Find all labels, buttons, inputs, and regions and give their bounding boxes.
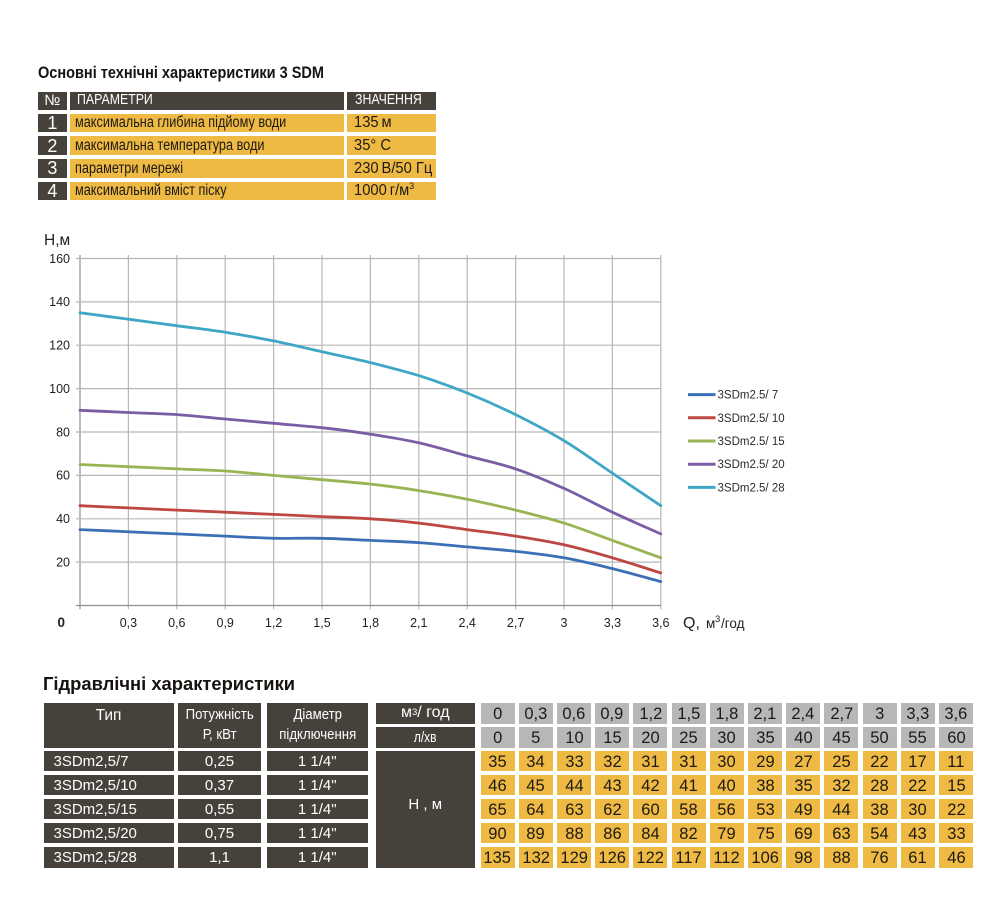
svg-text:/год: /год: [721, 616, 745, 631]
svg-text:3SDm2.5/ 10: 3SDm2.5/ 10: [718, 413, 785, 425]
svg-text:2,7: 2,7: [507, 616, 524, 630]
svg-text:1,2: 1,2: [265, 616, 282, 630]
svg-text:1,5: 1,5: [313, 616, 330, 630]
svg-text:40: 40: [56, 512, 70, 526]
svg-text:2,1: 2,1: [410, 616, 427, 630]
svg-text:100: 100: [49, 382, 70, 396]
svg-text:Q,: Q,: [683, 615, 700, 632]
svg-text:80: 80: [56, 425, 70, 439]
svg-text:20: 20: [56, 555, 70, 569]
svg-text:м: м: [706, 616, 715, 631]
svg-text:3SDm2.5/ 15: 3SDm2.5/ 15: [718, 436, 785, 448]
svg-text:120: 120: [49, 339, 70, 353]
svg-text:Н,м: Н,м: [44, 232, 70, 249]
svg-text:3,6: 3,6: [652, 616, 669, 630]
svg-text:140: 140: [49, 295, 70, 309]
svg-text:0,3: 0,3: [120, 616, 137, 630]
svg-text:0,9: 0,9: [217, 616, 234, 630]
svg-text:0,6: 0,6: [168, 616, 185, 630]
svg-text:0: 0: [57, 615, 65, 630]
svg-text:3: 3: [561, 616, 568, 630]
svg-text:3SDm2.5/ 28: 3SDm2.5/ 28: [718, 482, 785, 494]
svg-text:2,4: 2,4: [459, 616, 476, 630]
svg-text:3: 3: [715, 614, 720, 625]
svg-text:160: 160: [49, 252, 70, 266]
svg-text:60: 60: [56, 469, 70, 483]
svg-text:3SDm2.5/ 20: 3SDm2.5/ 20: [718, 459, 785, 471]
svg-text:3,3: 3,3: [604, 616, 621, 630]
svg-text:1,8: 1,8: [362, 616, 379, 630]
svg-text:3SDm2.5/ 7: 3SDm2.5/ 7: [718, 390, 779, 402]
